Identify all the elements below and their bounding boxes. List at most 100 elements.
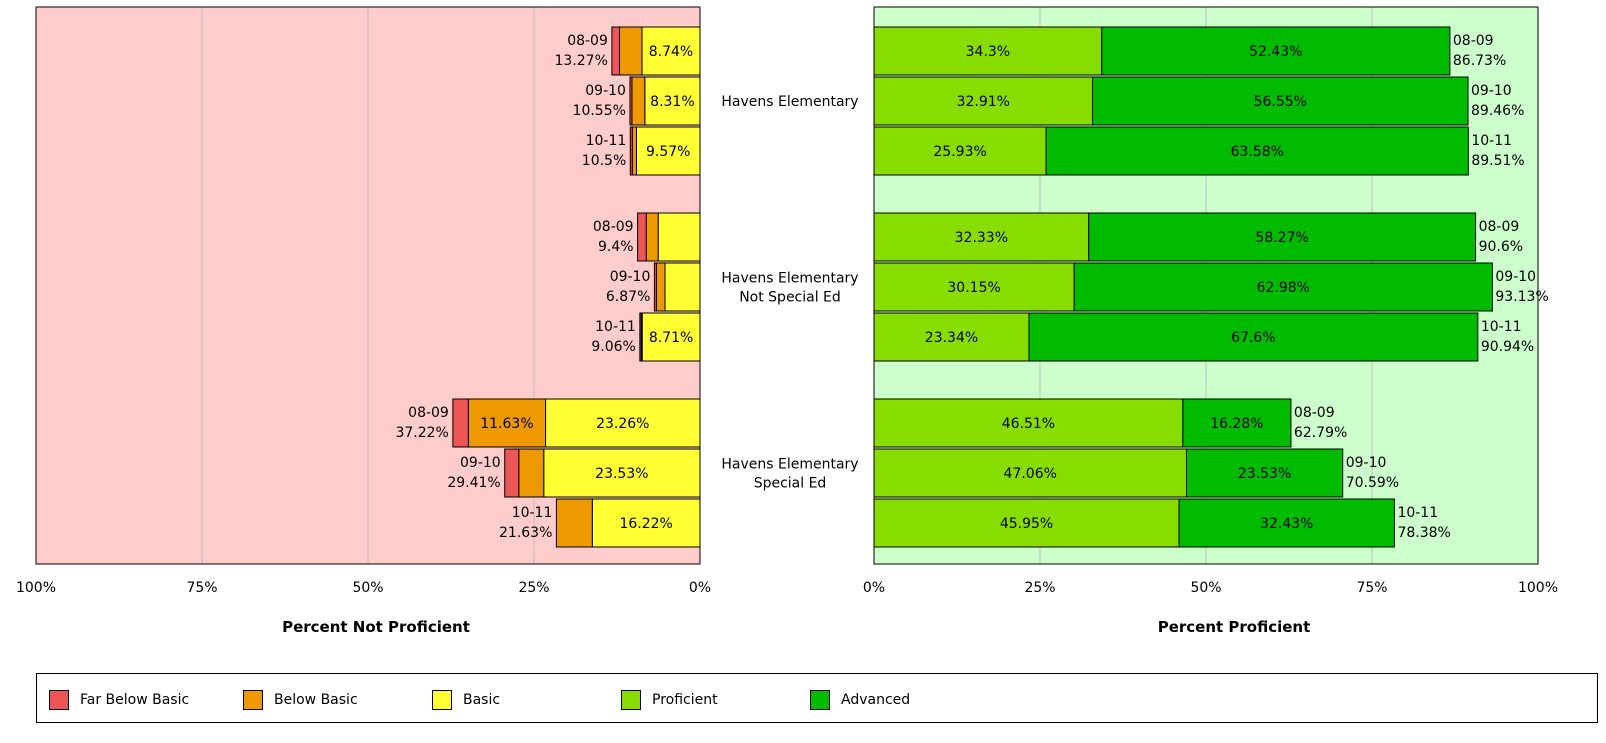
basic-bar-segment (543, 448, 701, 498)
bar-year-label: 09-10 (585, 83, 626, 99)
legend-item-basic: Basic (432, 690, 500, 710)
advanced-bar-segment (1088, 212, 1477, 262)
bar-value-label: 67.6% (1231, 330, 1275, 346)
right-x-tick-label: 50% (1190, 580, 1221, 596)
bar-year-label: 09-10 (610, 269, 651, 285)
basic-bar-segment (641, 312, 701, 362)
bar-value-label: 45.95% (1000, 516, 1053, 532)
below-basic-swatch (243, 690, 263, 710)
proficient-bar-segment (873, 398, 1184, 448)
far-below-basic-bar-segment (452, 398, 469, 448)
basic-bar-segment (635, 126, 701, 176)
proficient-bar-segment (873, 312, 1030, 362)
far-below-basic-bar-segment (629, 126, 633, 176)
group-names: Havens Elementary Havens Elementary Not Sp… (721, 94, 858, 492)
right-chart-proficient: 0% 25% 50% 75% 100% 34.3% 52.43% 08-09 86.73% 32.… (863, 6, 1558, 596)
bar-year-label: 08-09 (1453, 33, 1494, 49)
proficient-bar-segment (873, 498, 1180, 548)
proficient-bar-segment (873, 448, 1187, 498)
advanced-bar-segment (1092, 76, 1469, 126)
bar-value-label: 23.34% (925, 330, 978, 346)
legend-item-far-below-basic: Far Below Basic (49, 690, 189, 710)
bar-total-label: 78.38% (1397, 525, 1450, 541)
below-basic-bar-segment (645, 212, 659, 262)
bar-value-label: 30.15% (947, 280, 1000, 296)
left-x-tick-label: 75% (186, 580, 217, 596)
bar-year-label: 10-11 (1397, 505, 1438, 521)
advanced-bar-segment (1182, 398, 1292, 448)
bar-value-label: 8.31% (650, 94, 694, 110)
basic-bar-segment (641, 26, 701, 76)
bar-year-label: 09-10 (460, 455, 501, 471)
left-chart-not-proficient: 100% 75% 50% 25% 0% 8.74% 08-09 13.27% 8.31% 09-1… (16, 6, 711, 596)
bar-year-label: 09-10 (1495, 269, 1536, 285)
below-basic-bar-segment (655, 262, 666, 312)
bar-total-label: 93.13% (1495, 289, 1548, 305)
below-basic-bar-segment (631, 126, 637, 176)
far-below-basic-bar-segment (611, 26, 621, 76)
bar-total-label: 86.73% (1453, 53, 1506, 69)
bar-total-label: 9.4% (598, 239, 634, 255)
bar-total-label: 21.63% (499, 525, 552, 541)
advanced-bar-segment (1101, 26, 1451, 76)
far-below-basic-bar-segment (639, 312, 642, 362)
bar-year-label: 08-09 (1294, 405, 1335, 421)
below-basic-bar-segment (555, 498, 593, 548)
far-below-basic-bar-segment (504, 448, 520, 498)
advanced-bar-segment (1185, 448, 1344, 498)
bar-value-label: 63.58% (1231, 144, 1284, 160)
advanced-bar-segment (1028, 312, 1479, 362)
far-below-basic-bar-segment (637, 212, 647, 262)
legend-label: Far Below Basic (80, 692, 190, 708)
basic-bar-segment (657, 212, 701, 262)
bar-total-label: 13.27% (554, 53, 607, 69)
advanced-bar-segment (1178, 498, 1395, 548)
legend-item-proficient: Proficient (621, 690, 718, 710)
bar-value-label: 62.98% (1257, 280, 1310, 296)
proficient-bar-segment (873, 126, 1047, 176)
right-x-tick-label: 0% (863, 580, 885, 596)
group-name-label: Not Special Ed (739, 290, 841, 306)
bar-value-label: 23.26% (596, 416, 649, 432)
bar-value-label: 32.43% (1260, 516, 1313, 532)
basic-bar-segment (545, 398, 701, 448)
left-x-tick-label: 50% (352, 580, 383, 596)
bar-total-label: 89.46% (1471, 103, 1524, 119)
left-x-axis-title: Percent Not Proficient (282, 618, 470, 636)
bar-year-label: 10-11 (595, 319, 636, 335)
far-below-basic-swatch (49, 690, 69, 710)
basic-bar-segment (591, 498, 701, 548)
far-below-basic-bar-segment (629, 76, 633, 126)
bar-year-label: 10-11 (512, 505, 553, 521)
group-name-label: Special Ed (754, 476, 827, 492)
below-basic-bar-segment (518, 448, 545, 498)
group-name-label: Havens Elementary (721, 94, 858, 110)
bar-value-label: 9.57% (646, 144, 690, 160)
legend-item-advanced: Advanced (810, 690, 910, 710)
group-name-label: Havens Elementary (721, 457, 858, 473)
advanced-swatch (810, 690, 830, 710)
bar-value-label: 8.74% (649, 44, 693, 60)
bar-value-label: 58.27% (1255, 230, 1308, 246)
bar-value-label: 23.53% (595, 466, 648, 482)
bar-value-label: 47.06% (1004, 466, 1057, 482)
proficient-bar-segment (873, 26, 1103, 76)
below-basic-bar-segment (619, 26, 643, 76)
bar-value-label: 34.3% (966, 44, 1010, 60)
advanced-bar-segment (1045, 126, 1469, 176)
proficient-swatch (621, 690, 641, 710)
bar-year-label: 10-11 (1481, 319, 1522, 335)
bar-value-label: 56.55% (1254, 94, 1307, 110)
proficient-bar-segment (873, 262, 1075, 312)
bar-total-label: 89.51% (1471, 153, 1524, 169)
left-x-tick-label: 100% (16, 580, 56, 596)
bar-value-label: 46.51% (1002, 416, 1055, 432)
bar-total-label: 29.41% (447, 475, 500, 491)
group-name-label: Havens Elementary (721, 271, 858, 287)
legend-label: Proficient (652, 692, 718, 708)
bar-total-label: 10.55% (573, 103, 626, 119)
bar-total-label: 10.5% (582, 153, 626, 169)
bar-value-label: 23.53% (1238, 466, 1291, 482)
left-x-tick-label: 0% (689, 580, 711, 596)
